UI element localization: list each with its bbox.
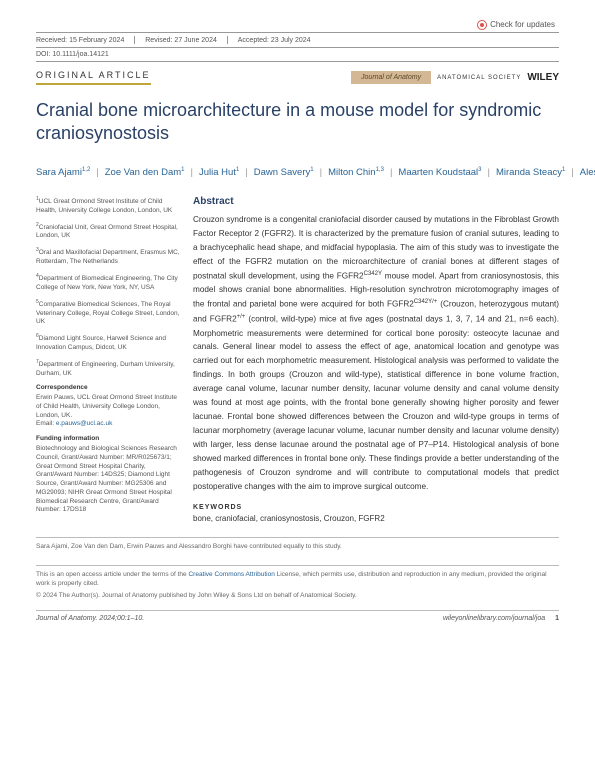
- received-date: Received: 15 February 2024: [36, 37, 124, 44]
- funding-text: Biotechnology and Biological Sciences Re…: [36, 445, 181, 515]
- check-updates[interactable]: Check for updates: [36, 20, 559, 30]
- license-notes: This is an open access article under the…: [36, 565, 559, 600]
- sidebar-info: 1UCL Great Ormond Street Institute of Ch…: [36, 196, 181, 523]
- author[interactable]: Maarten Koudstaal3: [398, 167, 481, 178]
- abstract-heading: Abstract: [193, 196, 559, 207]
- affiliation: 2Craniofacial Unit, Great Ormond Street …: [36, 222, 181, 242]
- doi: DOI: 10.1111/joa.14121: [36, 48, 559, 62]
- cc-license-link[interactable]: Creative Commons Attribution: [188, 571, 274, 578]
- page-footer: Journal of Anatomy. 2024;00:1–10. wileyo…: [36, 610, 559, 622]
- wiley-logo: WILEY: [527, 72, 559, 83]
- author[interactable]: Julia Hut1: [199, 167, 239, 178]
- abstract-column: Abstract Crouzon syndrome is a congenita…: [193, 196, 559, 523]
- author[interactable]: Zoe Van den Dam1: [105, 167, 185, 178]
- affiliation: 1UCL Great Ormond Street Institute of Ch…: [36, 196, 181, 216]
- citation-footer: Journal of Anatomy. 2024;00:1–10.: [36, 615, 144, 622]
- author[interactable]: Milton Chin1,3: [328, 167, 384, 178]
- article-type: ORIGINAL ARTICLE: [36, 70, 151, 85]
- check-updates-icon: [477, 20, 487, 30]
- society-logo: ANATOMICAL SOCIETY: [437, 75, 521, 81]
- footer-notes: Sara Ajami, Zoe Van den Dam, Erwin Pauws…: [36, 537, 559, 551]
- open-access-note: This is an open access article under the…: [36, 570, 559, 588]
- page-number: 1: [555, 615, 559, 622]
- author[interactable]: Sara Ajami1,2: [36, 167, 90, 178]
- accepted-date: Accepted: 23 July 2024: [238, 37, 311, 44]
- keywords: bone, craniofacial, craniosynostosis, Cr…: [193, 514, 559, 523]
- author[interactable]: Alessandra Carriero4: [580, 167, 595, 178]
- contribution-note: Sara Ajami, Zoe Van den Dam, Erwin Pauws…: [36, 542, 559, 551]
- affiliation: 7Department of Engineering, Durham Unive…: [36, 359, 181, 379]
- author[interactable]: Miranda Steacy1: [496, 167, 565, 178]
- revised-date: Revised: 27 June 2024: [145, 37, 217, 44]
- abstract-text: Crouzon syndrome is a congenital craniof…: [193, 213, 559, 494]
- journal-url[interactable]: wileyonlinelibrary.com/journal/joa: [443, 615, 545, 622]
- affiliation: 3Oral and Maxillofacial Department, Eras…: [36, 247, 181, 267]
- keywords-heading: KEYWORDS: [193, 504, 559, 511]
- affiliation: 4Department of Biomedical Engineering, T…: [36, 273, 181, 293]
- author-list: Sara Ajami1,2|Zoe Van den Dam1|Julia Hut…: [36, 164, 559, 182]
- funding-heading: Funding information: [36, 435, 181, 444]
- correspondence-email[interactable]: e.pauws@ucl.ac.uk: [56, 420, 112, 427]
- copyright-note: © 2024 The Author(s). Journal of Anatomy…: [36, 591, 559, 600]
- affiliation: 5Comparative Biomedical Sciences, The Ro…: [36, 299, 181, 327]
- article-title: Cranial bone microarchitecture in a mous…: [36, 99, 559, 146]
- author[interactable]: Dawn Savery1: [254, 167, 314, 178]
- meta-dates: Received: 15 February 2024 Revised: 27 J…: [36, 32, 559, 48]
- publisher-logos: Journal of Anatomy ANATOMICAL SOCIETY WI…: [351, 71, 559, 84]
- journal-logo: Journal of Anatomy: [351, 71, 431, 84]
- correspondence-text: Erwin Pauws, UCL Great Ormond Street Ins…: [36, 394, 181, 429]
- correspondence-heading: Correspondence: [36, 384, 181, 393]
- affiliation: 6Diamond Light Source, Harwell Science a…: [36, 333, 181, 353]
- check-updates-label: Check for updates: [490, 20, 555, 29]
